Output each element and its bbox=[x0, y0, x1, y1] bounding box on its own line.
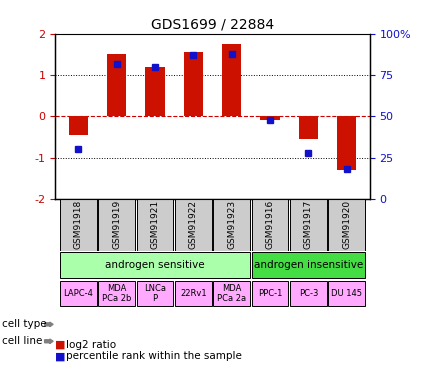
FancyBboxPatch shape bbox=[329, 199, 365, 250]
FancyBboxPatch shape bbox=[60, 252, 250, 278]
Text: LNCa
P: LNCa P bbox=[144, 284, 166, 303]
Text: GSM91919: GSM91919 bbox=[112, 200, 121, 249]
Text: GSM91922: GSM91922 bbox=[189, 200, 198, 249]
FancyBboxPatch shape bbox=[175, 280, 212, 306]
Text: GSM91918: GSM91918 bbox=[74, 200, 83, 249]
FancyBboxPatch shape bbox=[290, 280, 327, 306]
Title: GDS1699 / 22884: GDS1699 / 22884 bbox=[151, 17, 274, 31]
Bar bbox=[299, 116, 318, 139]
Text: DU 145: DU 145 bbox=[331, 289, 362, 298]
FancyBboxPatch shape bbox=[213, 199, 250, 250]
FancyBboxPatch shape bbox=[290, 199, 327, 250]
Text: PC-3: PC-3 bbox=[299, 289, 318, 298]
FancyBboxPatch shape bbox=[329, 280, 365, 306]
Text: LAPC-4: LAPC-4 bbox=[63, 289, 93, 298]
Bar bbox=[69, 116, 88, 135]
Bar bbox=[222, 44, 241, 116]
Text: cell line: cell line bbox=[2, 336, 42, 346]
Text: 22Rv1: 22Rv1 bbox=[180, 289, 207, 298]
FancyBboxPatch shape bbox=[98, 199, 135, 250]
FancyBboxPatch shape bbox=[60, 199, 96, 250]
FancyBboxPatch shape bbox=[252, 280, 289, 306]
Bar bbox=[337, 116, 356, 170]
Text: androgen sensitive: androgen sensitive bbox=[105, 260, 205, 270]
Bar bbox=[184, 53, 203, 116]
FancyBboxPatch shape bbox=[252, 252, 365, 278]
Text: androgen insensitive: androgen insensitive bbox=[254, 260, 363, 270]
Text: PPC-1: PPC-1 bbox=[258, 289, 282, 298]
Text: MDA
PCa 2b: MDA PCa 2b bbox=[102, 284, 131, 303]
Text: percentile rank within the sample: percentile rank within the sample bbox=[66, 351, 242, 361]
FancyBboxPatch shape bbox=[98, 280, 135, 306]
Bar bbox=[107, 54, 126, 116]
Text: GSM91917: GSM91917 bbox=[304, 200, 313, 249]
FancyBboxPatch shape bbox=[213, 280, 250, 306]
FancyBboxPatch shape bbox=[136, 280, 173, 306]
Text: cell type: cell type bbox=[2, 320, 47, 329]
Text: ■: ■ bbox=[55, 351, 66, 361]
Text: MDA
PCa 2a: MDA PCa 2a bbox=[217, 284, 246, 303]
FancyBboxPatch shape bbox=[252, 199, 289, 250]
Text: ■: ■ bbox=[55, 340, 66, 350]
Text: log2 ratio: log2 ratio bbox=[66, 340, 116, 350]
Text: GSM91916: GSM91916 bbox=[266, 200, 275, 249]
FancyBboxPatch shape bbox=[60, 280, 96, 306]
Bar bbox=[145, 67, 164, 116]
Text: GSM91923: GSM91923 bbox=[227, 200, 236, 249]
FancyBboxPatch shape bbox=[136, 199, 173, 250]
Text: GSM91921: GSM91921 bbox=[150, 200, 159, 249]
Bar bbox=[261, 116, 280, 120]
Text: GSM91920: GSM91920 bbox=[342, 200, 351, 249]
FancyBboxPatch shape bbox=[175, 199, 212, 250]
